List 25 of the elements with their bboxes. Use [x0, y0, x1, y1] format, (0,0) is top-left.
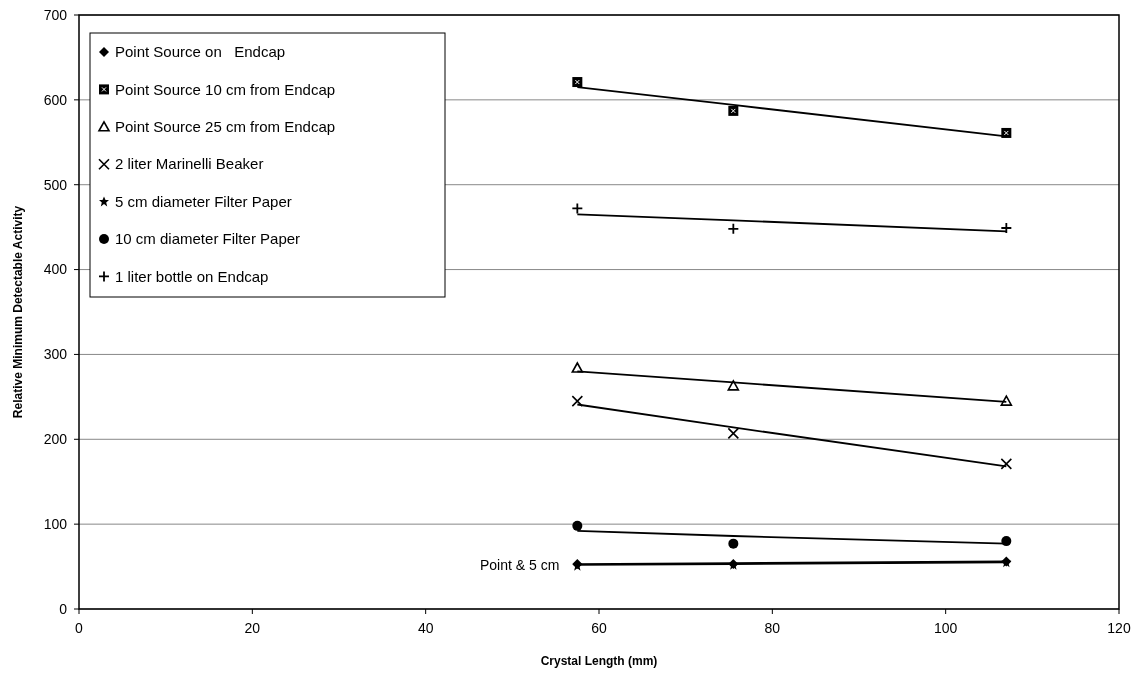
y-tick-label: 200	[43, 431, 68, 448]
y-tick-label: 400	[43, 261, 68, 278]
y-tick-label: 600	[43, 91, 68, 108]
x-tick-label: 0	[75, 620, 84, 636]
legend-label: Point Source on Endcap	[115, 43, 286, 61]
legend-label: 1 liter bottle on Endcap	[115, 267, 269, 285]
annotation: Point & 5 cm	[479, 556, 560, 573]
x-tick-label: 40	[417, 620, 434, 636]
x-axis-title: Crystal Length (mm)	[540, 654, 658, 668]
y-tick-label: 300	[43, 346, 68, 363]
legend-label: Point Source 10 cm from Endcap	[115, 80, 336, 98]
legend-label: 10 cm diameter Filter Paper	[115, 230, 301, 248]
y-tick-label: 0	[59, 600, 68, 617]
x-tick-label: 100	[933, 620, 958, 636]
x-tick-label: 20	[244, 620, 261, 636]
legend-label: Point Source 25 cm from Endcap	[115, 118, 336, 136]
y-axis-title: Relative Minimum Detectable Activity	[11, 205, 25, 419]
x-tick-label: 60	[591, 620, 607, 636]
x-tick-label: 120	[1107, 620, 1131, 636]
legend-label: 2 liter Marinelli Beaker	[115, 155, 264, 173]
y-tick-label: 100	[43, 516, 68, 533]
y-tick-label: 500	[43, 176, 68, 193]
legend-label: 5 cm diameter Filter Paper	[115, 192, 292, 210]
y-tick-label: 700	[43, 6, 68, 23]
x-tick-label: 80	[764, 620, 781, 636]
